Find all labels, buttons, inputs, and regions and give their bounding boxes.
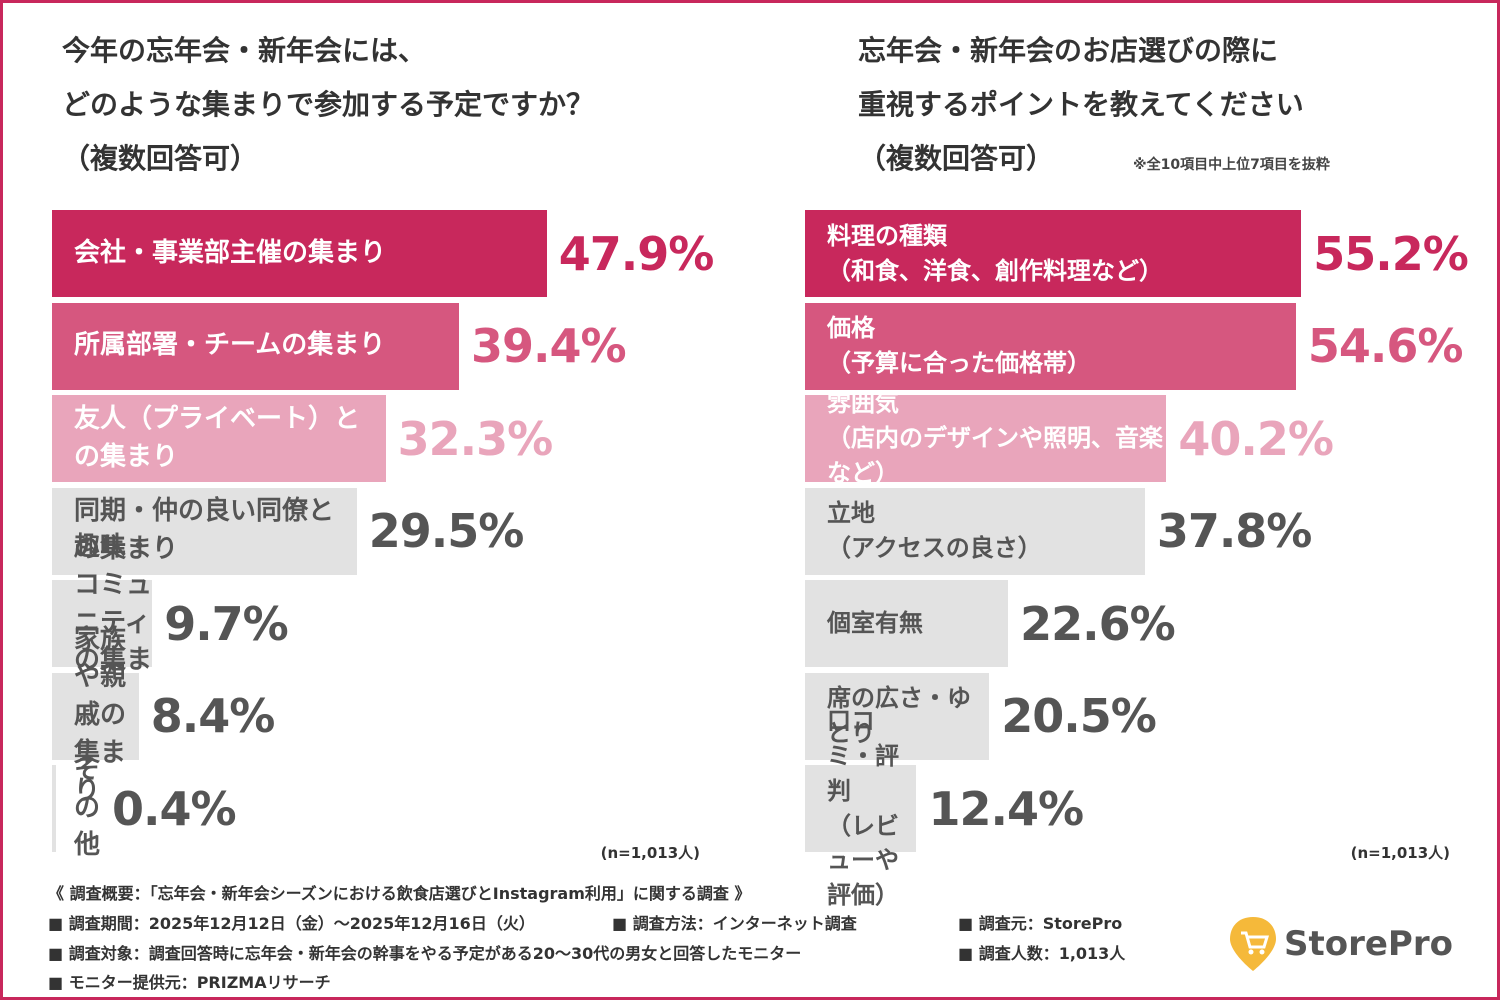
logo: StorePro	[1228, 915, 1453, 973]
value-label: 37.8%	[1156, 504, 1313, 558]
category-label: 所属部署・チームの集まり	[74, 330, 386, 361]
value-label: 55.2%	[1313, 226, 1469, 281]
category-label: 口コミ・評判 （レビューや評価）	[827, 707, 899, 910]
category-label: 雰囲気 （店内のデザインや照明、音楽など）	[827, 389, 1163, 487]
bar	[805, 580, 1009, 667]
bar-labels: 立地 （アクセスの良さ） 37.8%	[805, 488, 1313, 575]
value-label: 20.5%	[1001, 689, 1157, 743]
sample-note: (n=1,013人)	[600, 844, 700, 862]
bar	[805, 395, 1167, 482]
chart-title: 忘年会・新年会のお店選びの際に 重視するポイントを教えてください （複数回答可）	[858, 34, 1304, 175]
footer-heading: 《 調査概要：「忘年会・新年会シーズンにおける飲食店選びとInstagram利用…	[48, 884, 751, 903]
category-label: 会社・事業部主催の集まり	[74, 237, 387, 268]
value-label: 29.5%	[368, 504, 525, 558]
value-label: 47.9%	[558, 226, 715, 281]
bar	[52, 302, 459, 390]
bar-labels: 料理の種類 （和食、洋食、創作料理など） 55.2%	[805, 210, 1469, 297]
category-label: 価格 （予算に合った価格帯）	[827, 314, 1091, 377]
footer-item: ■ 調査期間：2025年12月12日（金）～2025年12月16日（火）	[48, 914, 535, 933]
category-label: その他	[74, 754, 101, 861]
bar	[805, 672, 990, 760]
bar	[805, 302, 1296, 390]
value-label: 39.4%	[471, 319, 627, 373]
bar	[52, 765, 57, 852]
bar-labels: 友人（プライベート）との集まり 32.3%	[52, 395, 554, 482]
bar	[52, 580, 153, 667]
footer-item: ■ 調査人数：1,013人	[958, 944, 1126, 963]
bar	[52, 395, 386, 482]
category-label: 友人（プライベート）との集まり	[74, 403, 361, 472]
bar-labels: 価格 （予算に合った価格帯） 54.6%	[805, 303, 1464, 390]
bar-labels: その他 0.4%	[52, 755, 237, 860]
bar	[52, 672, 139, 760]
sample-note: (n=1,013人)	[1350, 844, 1450, 862]
bar-labels: 個室有無 22.6%	[805, 580, 1176, 667]
footer-item: ■ モニター提供元：PRIZMAリサーチ	[48, 973, 331, 992]
value-label: 8.4%	[150, 689, 276, 743]
bar-labels: 口コミ・評判 （レビューや評価） 12.4%	[805, 707, 1084, 909]
value-label: 32.3%	[397, 411, 554, 466]
bar-labels: 家族や親戚の集まり 8.4%	[52, 625, 276, 806]
bar-labels: 席の広さ・ゆとり 20.5%	[805, 673, 1157, 760]
subnote: ※全10項目中上位7項目を抜粋	[1133, 157, 1330, 173]
category-label: 個室有無	[827, 609, 923, 638]
bar	[805, 210, 1302, 297]
value-label: 40.2%	[1178, 411, 1334, 466]
footer-item: ■ 調査元：StorePro	[958, 914, 1123, 933]
chart-title: 今年の忘年会・新年会には、 どのような集まりで参加する予定ですか？ （複数回答可…	[62, 34, 595, 175]
bar	[52, 487, 357, 575]
bar	[805, 487, 1145, 575]
category-label: 席の広さ・ゆとり	[827, 684, 971, 747]
value-label: 22.6%	[1020, 596, 1176, 651]
bar	[805, 765, 917, 852]
category-label: 立地 （アクセスの良さ）	[827, 499, 1042, 562]
bar	[52, 210, 547, 297]
bar-labels: 所属部署・チームの集まり 39.4%	[52, 303, 627, 390]
category-label: 料理の種類 （和食、洋食、創作料理など）	[827, 221, 1163, 285]
category-label: 同期・仲の良い同僚との集まり	[74, 496, 335, 564]
bar-labels: 同期・仲の良い同僚との集まり 29.5%	[52, 488, 525, 575]
logo-icon	[1230, 917, 1276, 971]
footer-item: ■ 調査方法：インターネット調査	[612, 914, 857, 933]
footer-item: ■ 調査対象：調査回答時に忘年会・新年会の幹事をやる予定がある20～30代の男女…	[48, 944, 802, 963]
logo-text: StorePro	[1284, 924, 1453, 964]
value-label: 0.4%	[112, 781, 237, 836]
category-label: 家族や親戚の集まり	[74, 624, 127, 806]
bar-labels: 雰囲気 （店内のデザインや照明、音楽など） 40.2%	[805, 389, 1334, 487]
value-label: 12.4%	[928, 781, 1084, 836]
value-label: 9.7%	[164, 596, 289, 651]
value-label: 54.6%	[1307, 319, 1464, 373]
bar-labels: 会社・事業部主催の集まり 47.9%	[52, 210, 715, 297]
